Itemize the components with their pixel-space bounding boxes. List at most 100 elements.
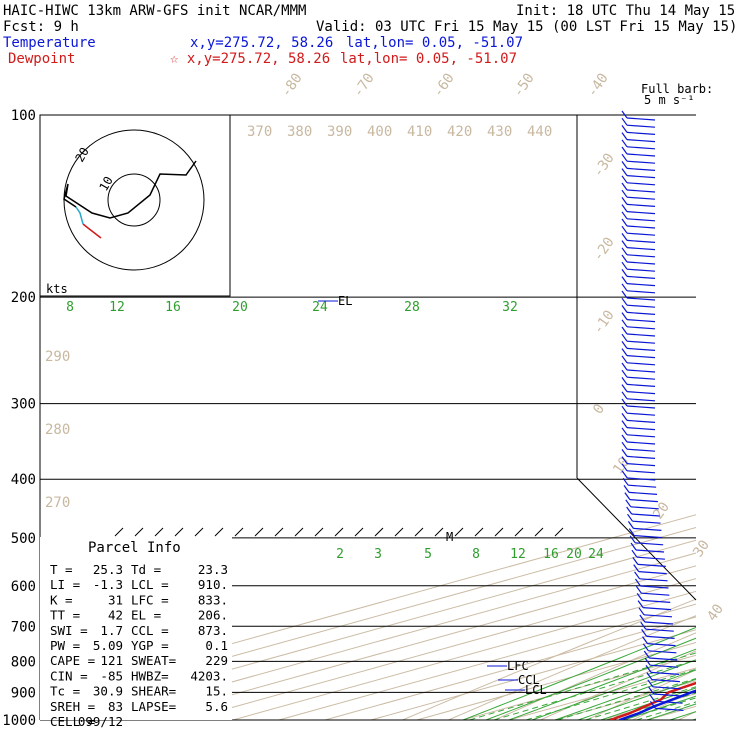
theta-label: 380 (287, 124, 312, 140)
parcel-param-value: -85 (100, 668, 123, 683)
wind-barb-shaft (626, 117, 656, 121)
wind-barb-flag (633, 564, 640, 572)
isotherm-line (646, 705, 696, 720)
parcel-param-name: SWEAT= (131, 653, 176, 668)
wind-barb-flag (643, 650, 650, 659)
moist-adiabat (577, 678, 696, 720)
wind-barb-flag (621, 110, 628, 119)
isotherm-line (48, 539, 696, 720)
theta-label: 400 (367, 124, 392, 140)
parcel-param-name: SHEAR= (131, 684, 176, 699)
wind-barb-shaft (644, 621, 673, 625)
level-label-lcl: LCL (525, 683, 547, 697)
wind-barb-shaft (626, 391, 656, 395)
wind-barb-flag (621, 341, 628, 349)
wind-barb-shaft (626, 268, 656, 272)
wind-barb-shaft (626, 304, 656, 308)
wind-barb-flag (623, 485, 630, 493)
hatch-mark (394, 527, 404, 537)
wind-barb-flag (644, 657, 651, 666)
mixing-ratio-label: 28 (404, 300, 420, 315)
parcel-param-name: LFC = (131, 592, 169, 607)
parcel-param-name: CELL = (50, 714, 95, 729)
parcel-param-name: K = (50, 592, 73, 607)
hodograph-trace-mid (75, 206, 84, 225)
sounding-profiles (609, 681, 696, 720)
hatch-mark (234, 527, 244, 537)
hatch-mark (134, 527, 144, 537)
wind-barb-flag (621, 377, 628, 385)
wind-barb-flag (621, 269, 628, 277)
wind-barb-shaft (626, 434, 656, 438)
parcel-param-name: HWBZ= (131, 668, 169, 683)
dry-adiabat (448, 615, 696, 720)
mixing-ratio-label: 2 (336, 547, 344, 562)
pressure-tick-label: 400 (11, 472, 36, 488)
wind-barb-flag (638, 607, 645, 616)
wind-barb-shaft (626, 297, 656, 301)
hatch-mark (254, 527, 264, 537)
wind-barb-flag (621, 449, 628, 457)
parcel-param-value: 121 (100, 653, 123, 668)
wind-barb-flag (621, 333, 628, 342)
hatch-mark (174, 527, 184, 537)
pressure-tick-label: 800 (11, 654, 36, 670)
parcel-param-value: 25.3 (93, 562, 123, 577)
hatch-mark (334, 527, 344, 537)
wind-barb-shaft (626, 376, 656, 380)
parcel-param-name: LAPSE= (131, 699, 176, 714)
wind-barb-flag (642, 643, 649, 652)
hodograph-trace-low (82, 223, 102, 239)
wind-barb-shaft (626, 275, 656, 279)
wind-barb-shaft (626, 160, 656, 164)
wind-barb-flag (649, 701, 656, 709)
wind-barb-shaft (626, 448, 656, 452)
wind-barb-shaft (626, 369, 656, 373)
hatch-mark (474, 527, 484, 537)
temperature-xy: x,y=275.72, 58.26 (190, 35, 333, 51)
wind-barb-flag (621, 225, 628, 234)
parcel-param-name: SWI = (50, 623, 88, 638)
parcel-param-name: CCL = (131, 623, 169, 638)
parcel-param-value: 206. (198, 608, 228, 623)
wind-barb-flag (621, 233, 628, 241)
wind-barb-shaft (648, 650, 677, 654)
hatch-mark (434, 527, 444, 537)
mixing-ratio-label: 16 (543, 547, 559, 562)
isotherm-label: -70 (350, 70, 378, 100)
mixing-ratio-label: 8 (472, 547, 480, 562)
mixing-ratio-label: 24 (588, 547, 604, 562)
isotherm-line (186, 578, 696, 720)
parcel-param-name: CAPE = (50, 653, 95, 668)
mixing-ratio-label: 32 (502, 300, 518, 315)
hatch-mark (214, 527, 224, 537)
hodograph-ring-inner (107, 173, 161, 227)
wind-barb-shaft (632, 520, 661, 524)
wind-barb-flag (625, 499, 632, 508)
wind-barb-shaft (634, 535, 663, 539)
hatch-mark (354, 527, 364, 537)
parcel-info-background (40, 537, 232, 720)
wind-barb-flag (630, 542, 637, 551)
wind-barb-flag (621, 132, 628, 140)
wind-barb-shaft (636, 549, 665, 553)
dry-adiabat (402, 598, 696, 720)
wind-barb-shaft (626, 398, 656, 402)
mixing-ratio-label: 3 (374, 547, 382, 562)
pressure-tick-label: 500 (11, 531, 36, 547)
hatch-mark (194, 527, 204, 537)
wind-barb-flag (635, 585, 642, 594)
wind-barb-shaft (626, 232, 656, 236)
wind-barb-flag (637, 600, 644, 608)
wind-barb-flag (634, 571, 641, 580)
wind-barb-flag (621, 319, 628, 328)
dewpoint-xy: ☆ x,y=275.72, 58.26 (170, 51, 330, 67)
wind-barb-shaft (629, 499, 658, 503)
wind-barb-flag (621, 470, 628, 479)
pressure-tick-label: 1000 (2, 713, 36, 729)
theta-label: 390 (327, 124, 352, 140)
parcel-param-name: T = (50, 562, 73, 577)
wind-barb-flag (621, 218, 628, 227)
wind-barb-shaft (626, 203, 656, 207)
wind-barb-shaft (641, 592, 670, 596)
